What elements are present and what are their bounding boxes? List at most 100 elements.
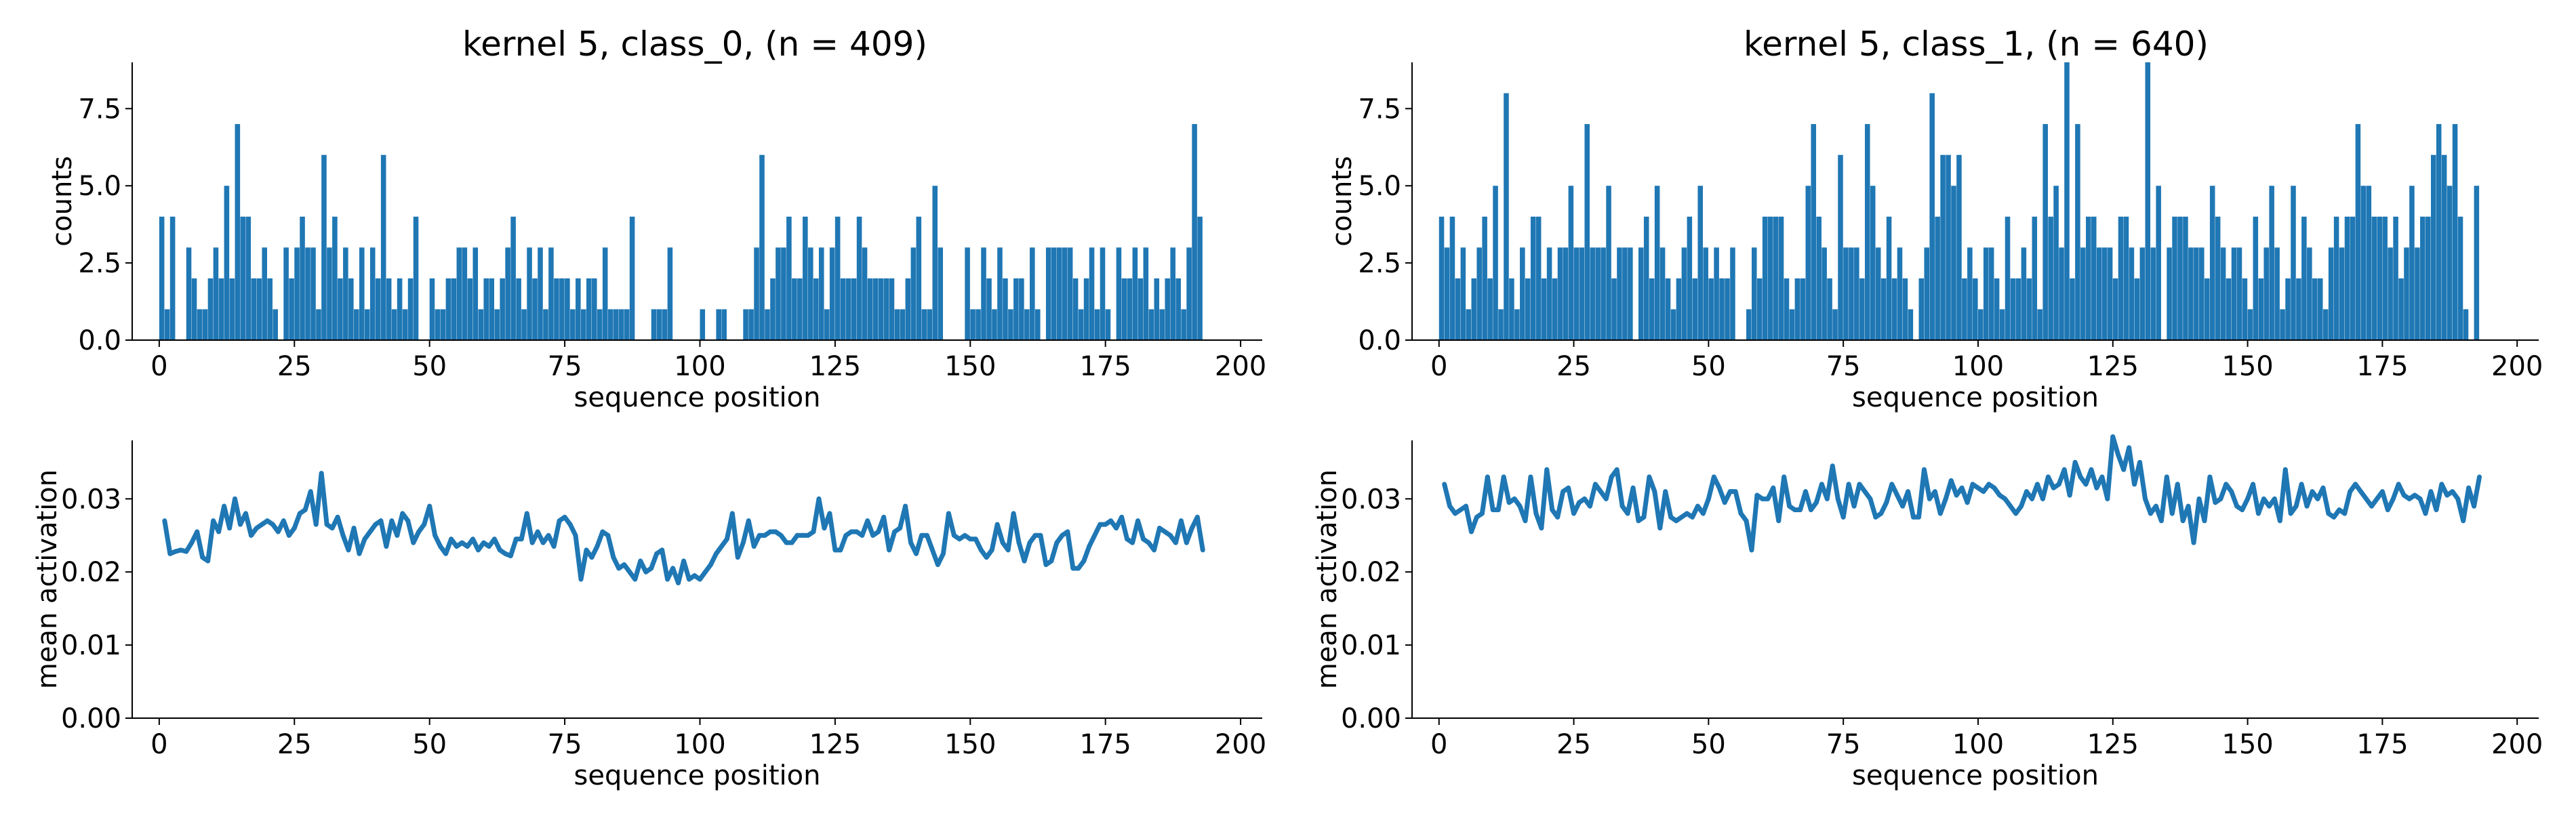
histogram-bar: [992, 309, 997, 340]
histogram-bar: [2291, 186, 2296, 340]
activation-line-segment: [1081, 543, 1092, 564]
activation-line-segment: [2207, 474, 2218, 505]
activation-line-segment: [2472, 474, 2482, 509]
x-tick-label: 150: [944, 351, 996, 382]
histogram-bar: [1175, 278, 1181, 340]
histogram-bar: [2037, 309, 2043, 340]
x-tick-label: 175: [2356, 351, 2408, 382]
histogram-bar: [1902, 278, 1908, 340]
histogram-bar: [1967, 247, 1973, 340]
histogram-bar: [1751, 247, 1757, 340]
histogram-bar: [776, 247, 781, 340]
histogram-bar: [651, 309, 657, 340]
histogram-bar: [1897, 247, 1903, 340]
histogram-bar: [2258, 278, 2264, 340]
x-tick-label: 100: [1952, 729, 2004, 760]
histogram-bar: [2194, 247, 2199, 340]
histogram-bar: [1628, 247, 1633, 340]
histogram-bar: [164, 309, 170, 340]
activation-line-segment: [357, 537, 367, 556]
activation-line-segment: [2229, 489, 2240, 509]
histogram-bar: [1730, 247, 1735, 340]
activation-line-segment: [1587, 482, 1598, 509]
histogram-bar: [2080, 247, 2086, 340]
histogram-bar: [2333, 216, 2339, 340]
histogram-bar: [1579, 247, 1585, 340]
histogram-bar: [2005, 216, 2011, 340]
histogram-bar: [1714, 247, 1719, 340]
histogram-bar: [2075, 124, 2080, 340]
histogram-bar: [1924, 247, 1930, 340]
histogram-bar: [1875, 247, 1881, 340]
histogram-bar: [2360, 186, 2367, 340]
histogram-bar: [364, 309, 370, 340]
histogram-bar: [1681, 247, 1687, 340]
histogram-bar: [1072, 278, 1079, 340]
histogram-bar: [267, 278, 273, 340]
y-tick-label: 0.00: [1341, 703, 1401, 734]
histogram-bar: [824, 309, 830, 340]
histogram-bar: [1891, 278, 1897, 340]
histogram-bar: [2328, 247, 2334, 340]
histogram-bar: [813, 278, 819, 340]
histogram-bar: [765, 309, 770, 340]
activation-line-segment: [1706, 474, 1716, 501]
histogram-bar: [1601, 247, 1606, 340]
histogram-bar: [803, 216, 808, 340]
activation-line-segment: [162, 518, 173, 556]
x-tick-label: 200: [2491, 729, 2543, 760]
histogram-bar: [262, 247, 268, 340]
activation-line-segment: [2175, 482, 2186, 524]
histogram-bar: [2285, 278, 2291, 340]
histogram-bar: [2317, 278, 2323, 340]
histogram-bar: [543, 309, 548, 340]
activation-line-segment: [1151, 525, 1162, 553]
histogram-bar: [1438, 216, 1445, 340]
histogram-bar: [1864, 124, 1870, 340]
histogram-bar: [494, 309, 500, 340]
histogram-bar: [1665, 278, 1671, 340]
activation-line-segment: [660, 547, 670, 582]
histogram-bar: [1725, 278, 1730, 340]
x-tick-label: 75: [548, 729, 582, 760]
histogram-bar: [2150, 247, 2156, 340]
activation-line-segment: [1566, 485, 1577, 516]
histogram-bar: [656, 309, 662, 340]
histogram-bar: [1935, 216, 1940, 340]
histogram-bar: [1606, 186, 1611, 340]
histogram-bar: [1676, 278, 1682, 340]
activation-line-segment: [681, 558, 692, 582]
histogram-bar: [2452, 124, 2458, 340]
y-tick-label: 0.02: [61, 557, 121, 588]
activation-line-segment: [1065, 529, 1076, 571]
histogram-bar: [1030, 247, 1035, 340]
x-tick-label: 0: [1430, 351, 1447, 382]
histogram-bar: [1525, 278, 1531, 340]
histogram-bar: [2398, 278, 2404, 340]
histogram-bar: [1563, 247, 1569, 340]
histogram-bar: [1859, 278, 1865, 340]
histogram-bar: [1643, 216, 1649, 340]
histogram-bar: [965, 247, 970, 340]
activation-line-segment: [1555, 489, 1566, 520]
x-tick-label: 50: [412, 729, 447, 760]
x-tick-label: 0: [150, 729, 167, 760]
x-tick-label: 0: [1430, 729, 1447, 760]
histogram-bar: [283, 247, 289, 340]
histogram-bar: [2274, 247, 2280, 340]
histogram-bar: [921, 309, 927, 340]
histogram-bar: [2042, 124, 2048, 340]
histogram-bar: [1638, 247, 1644, 340]
histogram-bar: [834, 216, 841, 340]
histogram-bar: [348, 278, 354, 340]
histogram-bar: [1708, 278, 1714, 340]
histogram-bar: [786, 216, 792, 340]
activation-line-segment: [2072, 459, 2083, 480]
histogram-bar: [2388, 247, 2393, 340]
activation-line-segment: [1011, 511, 1022, 545]
histogram-bar: [1504, 93, 1509, 341]
histogram-bar: [2021, 247, 2027, 340]
histogram-bar: [483, 278, 489, 340]
histogram-bar: [548, 247, 554, 340]
histogram-bar: [986, 278, 992, 340]
